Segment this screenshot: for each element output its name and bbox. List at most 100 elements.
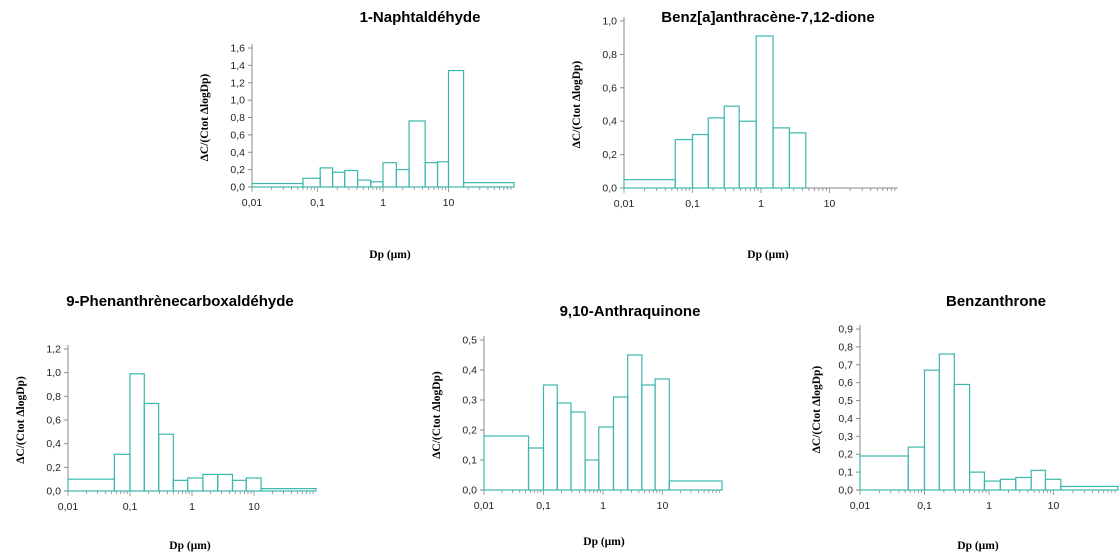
histogram-bar [217,473,234,492]
chart-title: 1-Naphtaldéhyde [360,9,481,26]
y-tick-label: 0,4 [230,147,245,159]
histogram-bar [462,182,515,188]
y-tick-label: 0,2 [602,149,617,161]
y-tick-label: 0,5 [462,335,477,347]
histogram-bar [231,479,247,492]
x-axis-label: Dp (µm) [369,249,411,261]
histogram-bar [674,138,694,189]
histogram-bar [143,402,160,492]
y-tick-label: 0,6 [838,377,853,389]
x-tick-label: 0,01 [474,500,495,512]
y-tick-label: 0,7 [838,359,853,371]
y-tick-label: 1,0 [46,367,61,379]
histogram-bar [172,479,189,492]
chart-naphtaldehyde: 1-Naphtaldéhyde 0,0 0,2 0,4 0,6 0,8 1,0 1,2 1,4 1… [199,9,515,261]
y-tick-label: 0,3 [462,395,477,407]
x-tick-label: 0,01 [58,501,79,513]
y-tick-label: 1,0 [602,16,617,28]
histogram-bar [612,396,629,491]
x-axis-label: Dp (µm) [747,249,789,261]
y-tick-label: 0,2 [838,449,853,461]
chart-title: 9,10-Anthraquinone [560,303,701,320]
histogram-bar [331,171,346,188]
y-axis-label: ΔC/(Ctot ΔlogDp) [811,366,823,454]
x-tick-label: 0,1 [685,198,700,210]
histogram-bar [1060,485,1119,491]
x-tick-label: 0,1 [917,500,932,512]
histogram-bar [623,179,676,189]
x-tick-label: 0,01 [850,500,871,512]
histogram-bar [1030,469,1047,491]
y-tick-label: 1,2 [46,344,61,356]
y-tick-label: 0,5 [838,395,853,407]
histogram-bar [395,169,410,188]
chart-title: Benz[a]anthracène-7,12-dione [661,9,874,26]
histogram-bar [113,453,131,492]
chart-phenanthrenecarboxaldehyde: 9-Phenanthrènecarboxaldéhyde 0,0 0,2 0,4 0,6… [15,293,317,552]
y-axis-label: ΔC/(Ctot ΔlogDp) [15,376,27,464]
histogram-bar [999,478,1017,491]
histogram-bar [370,181,384,188]
y-tick-label: 0,6 [602,82,617,94]
histogram-bar [691,133,709,189]
y-tick-label: 0,1 [838,467,853,479]
histogram-bar [319,167,334,188]
y-tick-label: 0,0 [46,486,61,498]
x-tick-label: 1 [758,198,764,210]
y-tick-label: 0,8 [230,112,245,124]
histogram-bar [668,480,723,491]
x-axis-label: Dp (µm) [583,536,625,548]
histogram-bar [556,402,572,491]
x-tick-label: 0,01 [614,198,635,210]
histogram-bar [723,105,740,189]
histogram-bar [158,433,174,492]
chart-anthraquinone: 9,10-Anthraquinone 0,0 0,1 0,2 0,3 0,4 0,5 0,01… [431,303,723,548]
histogram-bar [584,459,600,491]
y-tick-label: 0,2 [46,462,61,474]
histogram-bar [1044,478,1062,491]
histogram-bar [357,179,372,188]
y-tick-label: 1,2 [230,77,245,89]
histogram-bar [408,120,426,188]
histogram-bar [260,488,317,492]
histogram-bar [436,161,450,188]
y-tick-label: 0,4 [838,413,853,425]
y-tick-label: 0,8 [838,341,853,353]
y-tick-label: 0,4 [602,116,617,128]
chart-title: Benzanthrone [946,293,1046,310]
histogram-bar [755,35,774,189]
y-tick-label: 0,8 [602,49,617,61]
x-tick-label: 1 [986,500,992,512]
histogram-bar [302,177,321,188]
x-tick-label: 10 [657,500,669,512]
x-tick-label: 0,1 [310,197,325,209]
histogram-bar [67,478,115,492]
histogram-bar [641,384,656,491]
histogram-bar [953,383,971,491]
histogram-bar [382,162,397,188]
histogram-bar [772,127,791,189]
histogram-bar [707,117,725,189]
x-tick-label: 0,1 [123,501,138,513]
y-axis-label: ΔC/(Ctot ΔlogDp) [571,61,583,149]
histogram-bar [542,384,558,491]
y-tick-label: 0,9 [838,324,853,336]
y-tick-label: 0,8 [46,391,61,403]
x-tick-label: 10 [248,501,260,513]
y-axis-label: ΔC/(Ctot ΔlogDp) [431,371,443,459]
x-tick-label: 1 [189,501,195,513]
histogram-bar [654,378,670,491]
histogram-bar [570,411,586,491]
histogram-bar [202,473,219,492]
y-tick-label: 0,0 [230,182,245,194]
x-axis-label: Dp (µm) [169,540,211,552]
x-tick-label: 0,1 [536,500,551,512]
x-tick-label: 1 [380,197,386,209]
histogram-bar [598,426,615,491]
y-tick-label: 1,0 [230,95,245,107]
chart-benzanthrone: Benzanthrone 0,0 0,1 0,2 0,3 0,4 0,5 0,6 0,7 0,8 0… [811,293,1119,552]
y-tick-label: 1,4 [230,60,245,72]
histogram-bar [627,354,643,491]
y-tick-label: 0,0 [462,485,477,497]
